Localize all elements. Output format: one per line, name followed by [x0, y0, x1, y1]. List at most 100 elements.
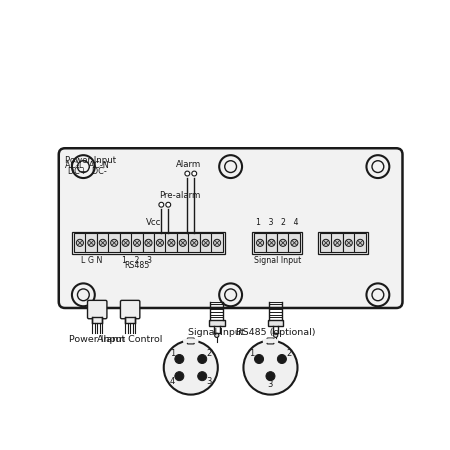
Circle shape [164, 341, 218, 395]
FancyBboxPatch shape [59, 148, 402, 308]
FancyBboxPatch shape [108, 233, 120, 252]
Circle shape [175, 355, 184, 364]
Bar [92, 317, 103, 323]
Text: Signal Input: Signal Input [254, 256, 301, 265]
Circle shape [279, 239, 287, 247]
Circle shape [243, 341, 297, 395]
Circle shape [159, 202, 164, 207]
Text: 1   2   3: 1 2 3 [122, 256, 152, 265]
Bar [268, 320, 284, 326]
Bar [252, 232, 302, 254]
Bar [72, 232, 225, 254]
Circle shape [77, 289, 89, 301]
Circle shape [175, 372, 184, 381]
Text: Alarm Control: Alarm Control [98, 335, 163, 344]
Text: L G N: L G N [81, 256, 102, 265]
Circle shape [345, 239, 352, 247]
Circle shape [366, 155, 389, 178]
Text: Pre-alarm: Pre-alarm [160, 191, 201, 200]
FancyBboxPatch shape [187, 338, 194, 344]
Text: 3: 3 [207, 377, 212, 386]
Text: Alarm: Alarm [176, 160, 202, 169]
Circle shape [215, 333, 219, 338]
Circle shape [185, 171, 190, 176]
Circle shape [198, 372, 207, 381]
Text: 2: 2 [286, 349, 292, 358]
Circle shape [72, 155, 95, 178]
Circle shape [322, 239, 329, 247]
Text: RS485 (optional): RS485 (optional) [236, 328, 315, 337]
Circle shape [255, 355, 264, 364]
Circle shape [191, 239, 198, 247]
Circle shape [274, 333, 278, 338]
Text: AC-L  AC-N: AC-L AC-N [65, 162, 109, 171]
Circle shape [334, 239, 341, 247]
FancyBboxPatch shape [288, 233, 300, 252]
Circle shape [76, 239, 83, 247]
Circle shape [219, 284, 242, 306]
FancyBboxPatch shape [266, 233, 277, 252]
Circle shape [77, 161, 89, 172]
Text: 2: 2 [207, 349, 212, 358]
FancyBboxPatch shape [121, 300, 140, 319]
FancyBboxPatch shape [154, 233, 166, 252]
Bar [209, 320, 225, 326]
Text: Vcc: Vcc [146, 218, 162, 227]
FancyBboxPatch shape [211, 233, 223, 252]
Circle shape [122, 239, 129, 247]
Circle shape [168, 239, 175, 247]
Circle shape [357, 239, 364, 247]
Circle shape [88, 239, 95, 247]
FancyBboxPatch shape [87, 300, 107, 319]
Circle shape [372, 289, 384, 301]
Circle shape [291, 239, 298, 247]
Text: 1   3   2   4: 1 3 2 4 [256, 218, 298, 227]
Text: 1: 1 [249, 349, 255, 358]
Text: 1: 1 [170, 349, 175, 358]
Circle shape [134, 239, 140, 247]
FancyBboxPatch shape [200, 233, 212, 252]
Circle shape [111, 239, 118, 247]
FancyBboxPatch shape [86, 233, 97, 252]
Circle shape [192, 171, 197, 176]
Text: Signal Input: Signal Input [189, 328, 245, 337]
Text: 4: 4 [170, 377, 175, 386]
Circle shape [256, 239, 264, 247]
FancyBboxPatch shape [131, 233, 143, 252]
Bar [318, 232, 368, 254]
Circle shape [268, 239, 275, 247]
Text: RS485: RS485 [125, 261, 150, 270]
Circle shape [179, 239, 186, 247]
FancyBboxPatch shape [320, 233, 332, 252]
FancyBboxPatch shape [354, 233, 366, 252]
Circle shape [145, 239, 152, 247]
Text: 3: 3 [268, 380, 273, 389]
Circle shape [372, 161, 384, 172]
FancyBboxPatch shape [97, 233, 108, 252]
FancyBboxPatch shape [189, 233, 200, 252]
Text: Power Input: Power Input [69, 335, 126, 344]
Circle shape [72, 284, 95, 306]
FancyBboxPatch shape [74, 233, 86, 252]
FancyBboxPatch shape [166, 233, 177, 252]
Circle shape [266, 372, 275, 381]
FancyBboxPatch shape [332, 233, 343, 252]
Circle shape [198, 355, 207, 364]
FancyBboxPatch shape [120, 233, 131, 252]
Circle shape [214, 239, 220, 247]
Circle shape [166, 202, 171, 207]
Circle shape [366, 284, 389, 306]
FancyBboxPatch shape [177, 233, 189, 252]
Text: Power Input: Power Input [65, 156, 116, 165]
FancyBboxPatch shape [343, 233, 355, 252]
Circle shape [99, 239, 106, 247]
Circle shape [157, 239, 163, 247]
Circle shape [225, 289, 237, 301]
Bar [125, 317, 135, 323]
FancyBboxPatch shape [254, 233, 266, 252]
Circle shape [225, 161, 237, 172]
FancyBboxPatch shape [143, 233, 154, 252]
Circle shape [202, 239, 209, 247]
Circle shape [219, 155, 242, 178]
FancyBboxPatch shape [277, 233, 289, 252]
